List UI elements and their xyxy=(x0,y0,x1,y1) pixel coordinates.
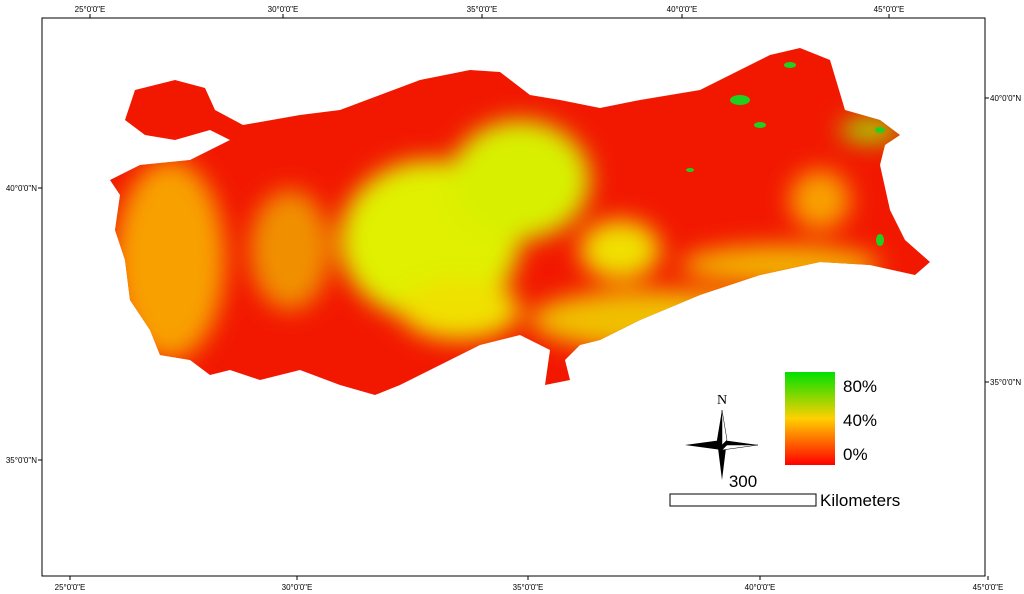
left-coord-label: 40°0'0"N xyxy=(6,184,37,193)
bottom-coord-label: 35°0'0"E xyxy=(513,583,544,592)
legend-gradient xyxy=(785,372,835,465)
bottom-coord-label: 30°0'0"E xyxy=(282,583,313,592)
country-raster xyxy=(110,48,930,395)
legend-label: 40% xyxy=(843,411,877,430)
top-coord-label: 30°0'0"E xyxy=(268,5,299,14)
top-coord-label: 35°0'0"E xyxy=(467,5,498,14)
north-arrow xyxy=(685,409,759,480)
top-coord-label: 45°0'0"E xyxy=(874,5,905,14)
north-label: N xyxy=(717,393,727,408)
right-coord-label: 35°0'0"N xyxy=(990,378,1021,387)
bottom-coord-label: 25°0'0"E xyxy=(55,583,86,592)
legend-label: 0% xyxy=(843,445,868,464)
top-coord-label: 40°0'0"E xyxy=(667,5,698,14)
legend-label: 80% xyxy=(843,377,877,396)
right-coord-label: 40°0'0"N xyxy=(990,94,1021,103)
scale-unit: Kilometers xyxy=(820,491,900,510)
top-coord-label: 25°0'0"E xyxy=(75,5,106,14)
scale-value: 300 xyxy=(729,472,757,491)
scale-bar xyxy=(669,493,817,507)
map-frame xyxy=(41,17,986,577)
bottom-coord-label: 45°0'0"E xyxy=(973,583,1004,592)
green-patches xyxy=(686,62,885,246)
left-coord-label: 35°0'0"N xyxy=(6,456,37,465)
labels: 25°0'0"E 30°0'0"E 35°0'0"E 40°0'0"E 45°0'0"E… xyxy=(6,5,1022,592)
bottom-coord-label: 40°0'0"E xyxy=(745,583,776,592)
